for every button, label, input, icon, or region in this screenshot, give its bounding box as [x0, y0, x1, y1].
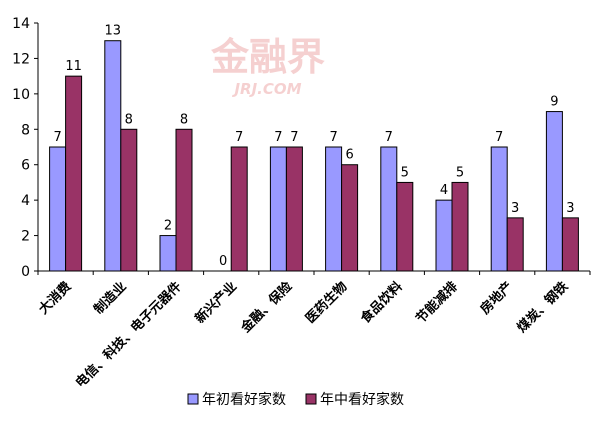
bar: [545, 111, 563, 272]
data-label: 8: [180, 112, 188, 127]
x-tick-label: 大消费: [36, 279, 75, 318]
y-tick-label: 6: [21, 158, 30, 174]
bar: [120, 128, 138, 272]
bar: [451, 181, 469, 272]
bar: [506, 217, 524, 272]
data-label: 6: [345, 148, 353, 163]
data-label: 9: [550, 95, 558, 110]
bar: [380, 146, 398, 272]
data-label: 7: [53, 130, 61, 145]
x-tick-label: 煤炭、钢铁: [514, 279, 571, 336]
data-label: 11: [65, 59, 82, 74]
watermark-url-text: JRJ.COM: [231, 80, 301, 98]
bar: [230, 146, 248, 272]
bar: [104, 40, 122, 272]
bar: [269, 146, 287, 272]
x-tick-label: 医药生物: [302, 279, 350, 327]
data-label: 3: [566, 201, 574, 216]
y-tick-label: 2: [21, 229, 30, 245]
data-label: 0: [219, 254, 227, 269]
data-label: 3: [511, 201, 519, 216]
bar: [285, 146, 303, 272]
x-tick-label: 金融、保险: [237, 278, 296, 337]
watermark: 金融界 JRJ.COM: [210, 35, 325, 98]
legend-label: 年初看好家数: [202, 391, 286, 408]
data-label: 7: [274, 130, 282, 145]
legend-label: 年中看好家数: [320, 391, 404, 408]
bar: [396, 181, 414, 272]
data-label: 4: [440, 183, 448, 198]
data-label: 7: [290, 130, 298, 145]
bar: [49, 146, 67, 272]
bar: [490, 146, 508, 272]
data-label: 5: [401, 165, 409, 180]
x-tick-label: 房地产: [477, 279, 516, 318]
data-label: 7: [385, 130, 393, 145]
data-label: 8: [125, 112, 133, 127]
data-label: 7: [329, 130, 337, 145]
data-label: 13: [105, 24, 122, 39]
x-tick-label: 新兴产业: [192, 279, 240, 327]
x-tick-label: 制造业: [91, 279, 130, 318]
bar: [175, 128, 193, 272]
y-tick-label: 4: [21, 193, 30, 209]
bar: [435, 199, 453, 272]
y-axis: 0 2 4 6 8 10 12 14: [12, 16, 39, 280]
y-tick-label: 12: [12, 51, 30, 67]
x-tick-label: 节能减排: [413, 279, 461, 327]
legend-swatch: [305, 393, 317, 405]
data-label: 7: [235, 130, 243, 145]
y-tick-label: 14: [12, 16, 30, 32]
bar: [65, 75, 83, 272]
data-label: 7: [495, 130, 503, 145]
data-label: 2: [164, 219, 172, 234]
bar: [341, 164, 359, 272]
bar: [159, 235, 177, 272]
y-tick-label: 0: [21, 264, 30, 280]
legend: 年初看好家数 年中看好家数: [187, 391, 404, 408]
legend-swatch: [187, 393, 199, 405]
y-tick-label: 8: [21, 122, 30, 138]
x-tick-label: 食品饮料: [358, 279, 406, 327]
bar: [325, 146, 343, 272]
bar: [561, 217, 579, 272]
data-label: 5: [456, 165, 464, 180]
y-tick-label: 10: [12, 87, 30, 103]
watermark-logo-text: 金融界: [210, 35, 325, 79]
x-tick-label: 电信、科技、电子元器件: [72, 279, 184, 391]
